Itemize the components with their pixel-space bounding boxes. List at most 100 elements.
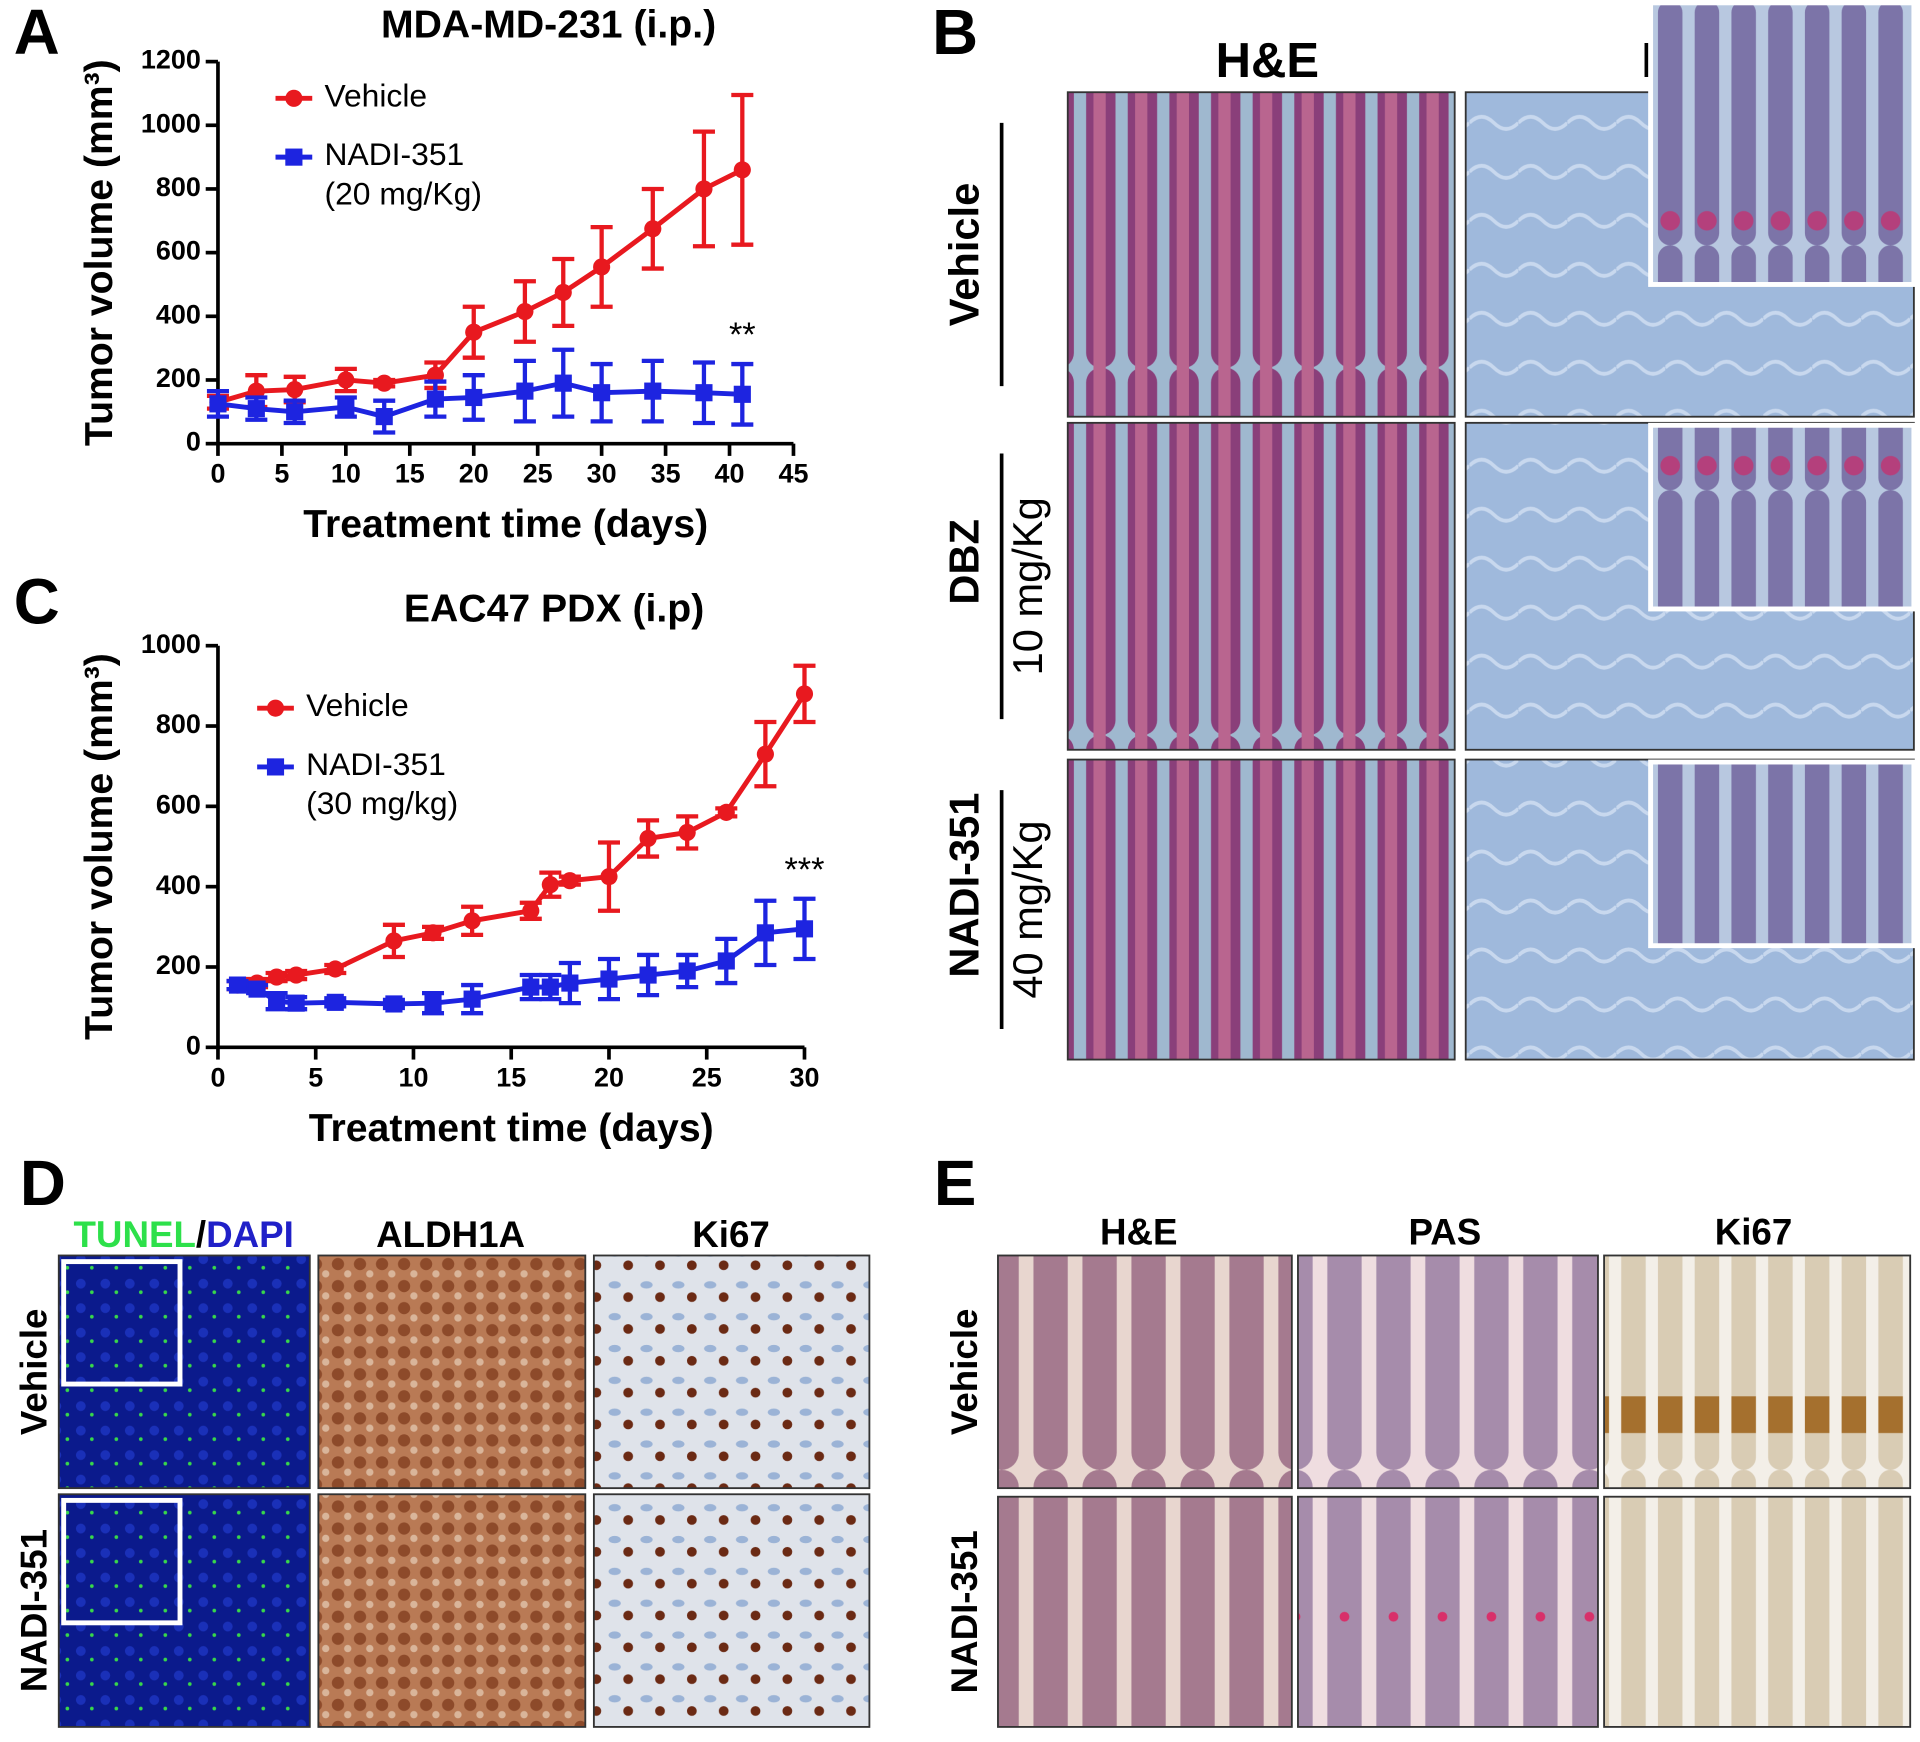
y-axis-label: Tumor volume (mm³) bbox=[78, 653, 121, 1040]
inset bbox=[61, 1497, 183, 1626]
marker bbox=[600, 868, 618, 886]
marker bbox=[326, 993, 344, 1011]
panel-label: C bbox=[14, 566, 60, 637]
marker bbox=[541, 876, 559, 894]
inset bbox=[61, 1259, 183, 1387]
x-tick-label: 10 bbox=[331, 459, 361, 489]
marker bbox=[756, 924, 774, 942]
micrograph bbox=[317, 1493, 587, 1728]
micrograph bbox=[1066, 421, 1456, 751]
marker bbox=[593, 258, 611, 276]
micrograph bbox=[997, 1495, 1293, 1728]
legend-entry: Vehicle bbox=[324, 78, 427, 114]
marker bbox=[593, 384, 611, 402]
x-tick-label: 0 bbox=[210, 1062, 225, 1092]
x-tick-label: 15 bbox=[395, 459, 425, 489]
x-tick-label: 15 bbox=[496, 1062, 526, 1092]
marker bbox=[268, 992, 286, 1010]
marker bbox=[286, 403, 304, 421]
x-tick-label: 30 bbox=[790, 1062, 820, 1092]
chart-title: EAC47 PDX (i.p) bbox=[404, 588, 704, 631]
row-label: Vehicle bbox=[940, 183, 987, 326]
marker bbox=[516, 302, 534, 321]
header-part: TUNEL bbox=[74, 1214, 196, 1255]
column-header: H&E bbox=[1100, 1211, 1178, 1252]
x-tick-label: 25 bbox=[523, 459, 553, 489]
legend-entry: Vehicle bbox=[306, 688, 409, 724]
marker bbox=[424, 924, 442, 942]
y-tick-label: 0 bbox=[186, 427, 201, 457]
marker bbox=[375, 408, 393, 426]
line-chart: MDA-MD-231 (i.p.) Treatment time (days) Tu… bbox=[78, 4, 808, 547]
column-header: Ki67 bbox=[692, 1214, 770, 1255]
marker bbox=[600, 970, 618, 988]
marker bbox=[756, 745, 774, 763]
y-tick-label: 800 bbox=[156, 172, 201, 202]
micrograph bbox=[997, 1254, 1293, 1490]
row-label: NADI-351 bbox=[13, 1529, 54, 1692]
legend-marker bbox=[266, 699, 285, 717]
column-header: ALDH1A bbox=[376, 1214, 525, 1255]
marker bbox=[639, 829, 657, 848]
marker bbox=[247, 400, 265, 418]
marker bbox=[209, 395, 227, 413]
marker bbox=[554, 283, 572, 301]
marker bbox=[522, 902, 540, 920]
marker bbox=[287, 994, 305, 1012]
panel-label: D bbox=[20, 1148, 66, 1219]
marker bbox=[795, 920, 814, 938]
x-tick-label: 10 bbox=[398, 1062, 428, 1092]
marker bbox=[385, 995, 403, 1013]
micrograph bbox=[592, 1493, 871, 1728]
marker bbox=[554, 374, 572, 392]
y-tick-label: 400 bbox=[156, 870, 201, 900]
x-tick-label: 5 bbox=[274, 459, 289, 489]
marker bbox=[639, 966, 657, 984]
legend-marker bbox=[285, 89, 303, 107]
marker bbox=[337, 398, 355, 416]
marker bbox=[541, 978, 559, 996]
header-part: / bbox=[196, 1214, 206, 1255]
chart-title: MDA-MD-231 (i.p.) bbox=[381, 4, 716, 47]
marker bbox=[644, 382, 662, 400]
marker bbox=[695, 384, 713, 402]
row-label: NADI-351 bbox=[940, 793, 987, 978]
marker bbox=[286, 380, 304, 399]
micrograph bbox=[1297, 1495, 1599, 1728]
legend-entry: NADI-351 (20 mg/Kg) bbox=[324, 137, 481, 212]
marker bbox=[326, 960, 344, 978]
significance-annotation: *** bbox=[784, 851, 824, 889]
marker bbox=[695, 180, 713, 198]
marker bbox=[717, 952, 735, 970]
y-tick-label: 200 bbox=[156, 950, 201, 980]
marker bbox=[678, 962, 696, 980]
marker bbox=[522, 978, 540, 996]
marker bbox=[375, 374, 393, 392]
column-header: PAS bbox=[1409, 1211, 1482, 1252]
micrograph bbox=[1066, 91, 1456, 418]
y-tick-label: 600 bbox=[156, 236, 201, 266]
x-tick-label: 5 bbox=[308, 1062, 323, 1092]
row-label: 40 mg/Kg bbox=[1004, 820, 1051, 998]
x-tick-label: 25 bbox=[692, 1062, 722, 1092]
marker bbox=[424, 994, 442, 1012]
row-label: 10 mg/Kg bbox=[1004, 497, 1051, 675]
column-header: H&E bbox=[1216, 34, 1319, 88]
x-axis-label: Treatment time (days) bbox=[309, 1107, 714, 1150]
micrograph bbox=[1066, 758, 1456, 1061]
marker bbox=[717, 803, 735, 821]
y-tick-label: 1200 bbox=[141, 45, 201, 75]
x-tick-label: 20 bbox=[459, 459, 489, 489]
marker bbox=[337, 371, 355, 389]
marker bbox=[228, 976, 247, 994]
x-tick-label: 45 bbox=[778, 459, 808, 489]
marker bbox=[644, 220, 662, 238]
column-header: TUNEL/DAPI bbox=[74, 1214, 294, 1255]
marker bbox=[733, 161, 751, 179]
panel-label: E bbox=[934, 1148, 976, 1219]
inset bbox=[1648, 759, 1917, 949]
legend-marker bbox=[266, 758, 285, 776]
row-label: DBZ bbox=[940, 519, 987, 605]
